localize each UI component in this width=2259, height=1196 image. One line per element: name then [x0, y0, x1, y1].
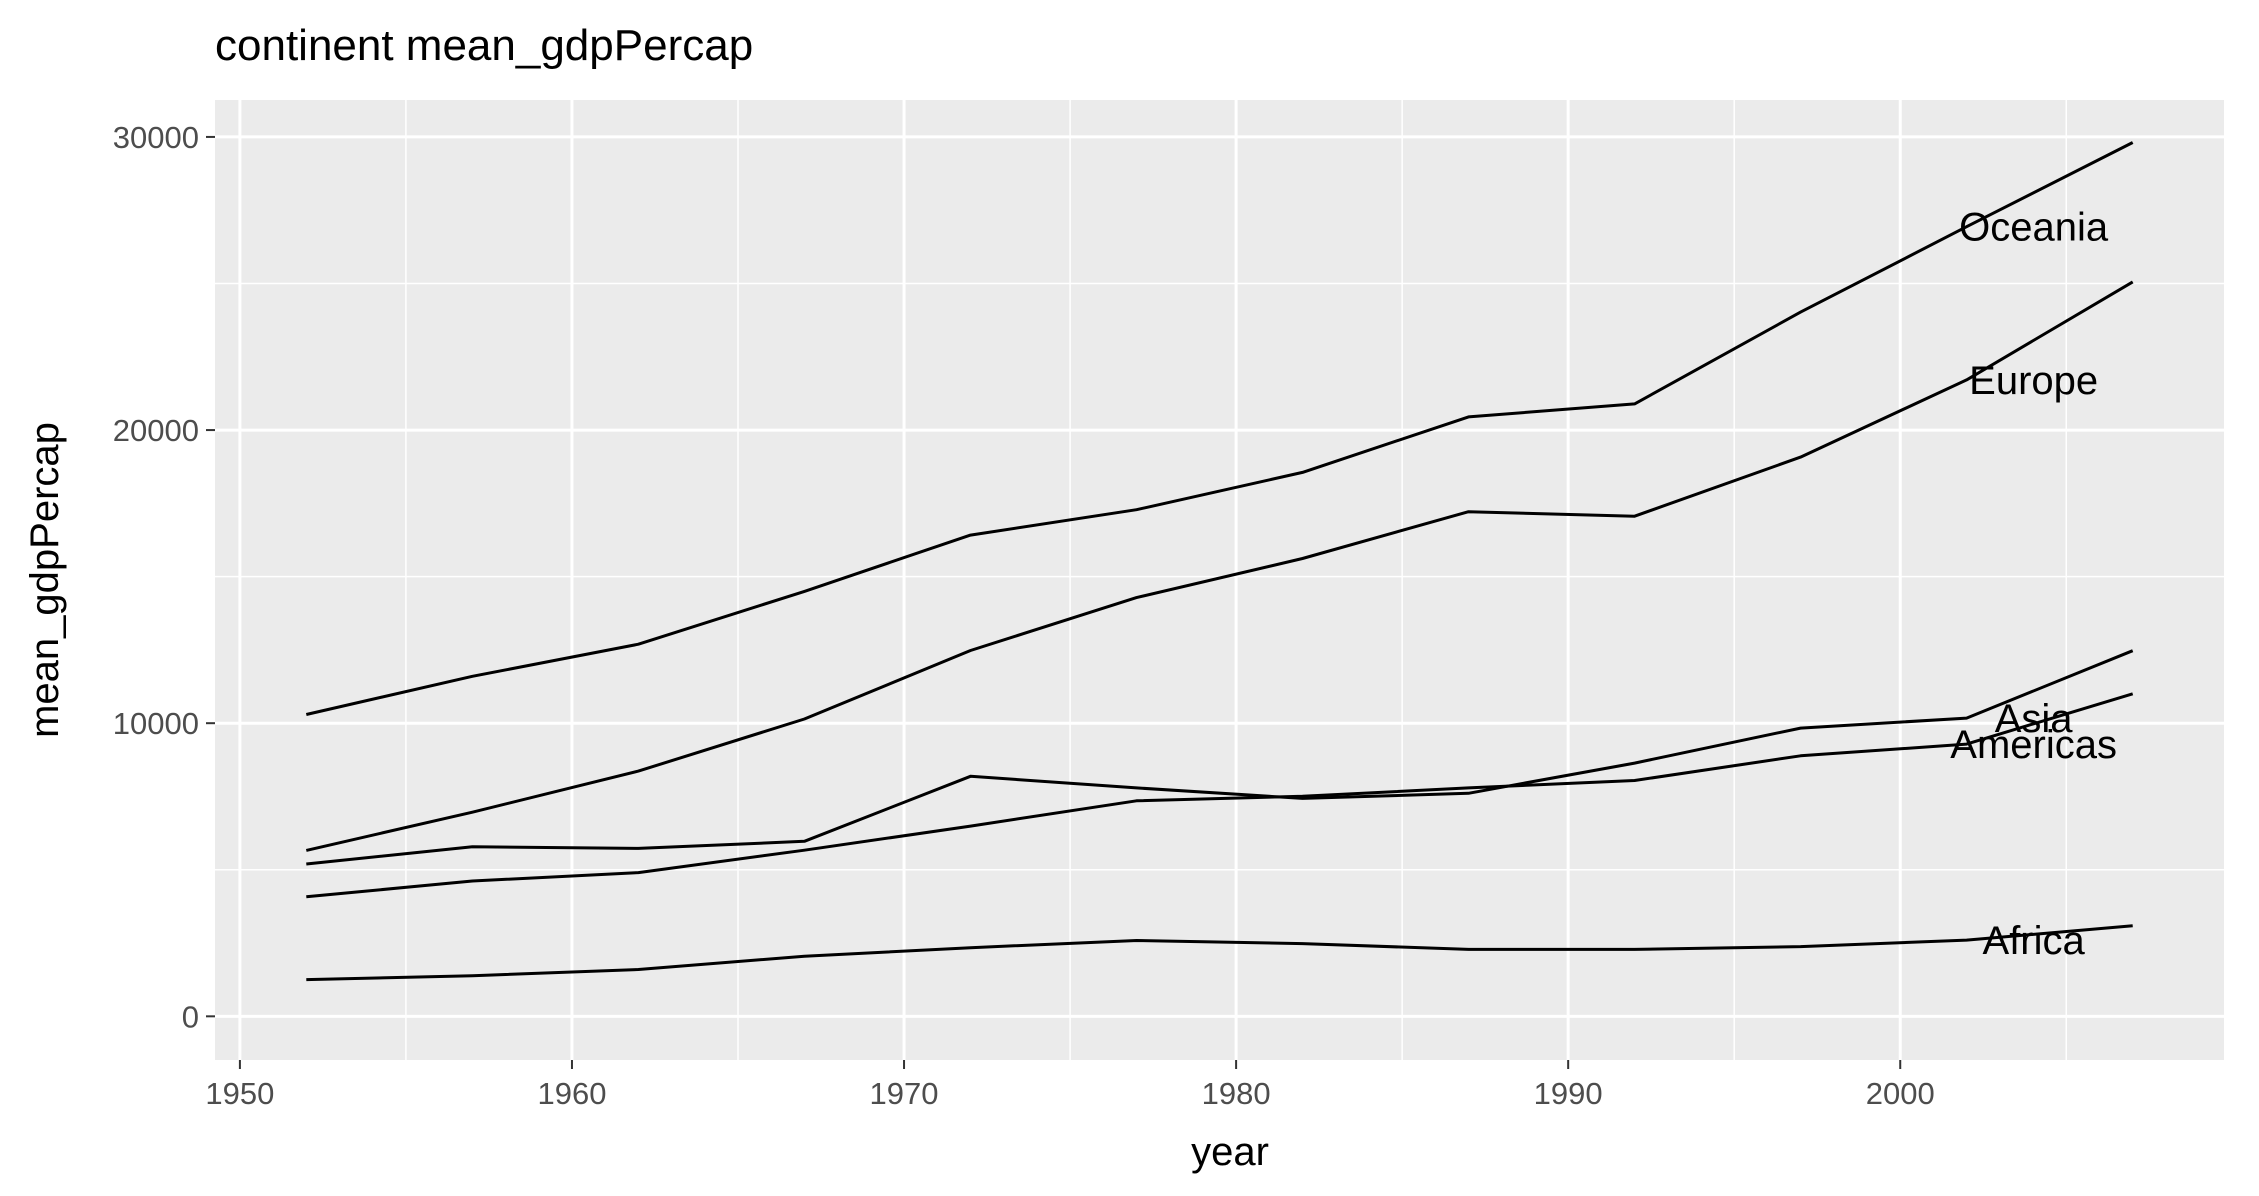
x-tick-label: 1980: [1202, 1076, 1271, 1111]
series-line-asia: [306, 649, 2134, 866]
x-axis: 1950 1960 1970 1980 1990 2000: [205, 1060, 1935, 1111]
plot-panel: [215, 100, 2224, 1060]
x-axis-title: year: [1191, 1130, 1269, 1174]
series-label-africa: Africa: [1983, 919, 2086, 963]
y-tick-label: 0: [182, 999, 199, 1034]
y-tick-label: 10000: [113, 706, 199, 741]
series-line-africa: [306, 924, 2133, 982]
x-tick-label: 2000: [1866, 1076, 1935, 1111]
series-label-oceania: Oceania: [1959, 206, 2109, 250]
minor-gridlines: [215, 100, 2224, 1060]
series-lines: [305, 141, 2134, 982]
x-tick-label: 1960: [537, 1076, 606, 1111]
y-tick-label: 30000: [113, 120, 199, 155]
series-line-americas: [306, 692, 2134, 899]
y-axis-title: mean_gdpPercap: [23, 422, 67, 738]
series-line-oceania: [305, 141, 2134, 716]
series-label-europe: Europe: [1969, 359, 2098, 403]
series-label-americas: Americas: [1950, 723, 2117, 767]
x-tick-label: 1990: [1534, 1076, 1603, 1111]
y-axis: 0 10000 20000 30000: [113, 120, 215, 1034]
major-gridlines: [215, 100, 2224, 1060]
x-tick-label: 1950: [205, 1076, 274, 1111]
x-tick-label: 1970: [870, 1076, 939, 1111]
series-line-europe: [305, 280, 2134, 852]
series-label-asia: Asia: [1995, 697, 2074, 741]
y-tick-label: 20000: [113, 413, 199, 448]
chart-title: continent mean_gdpPercap: [215, 21, 753, 70]
